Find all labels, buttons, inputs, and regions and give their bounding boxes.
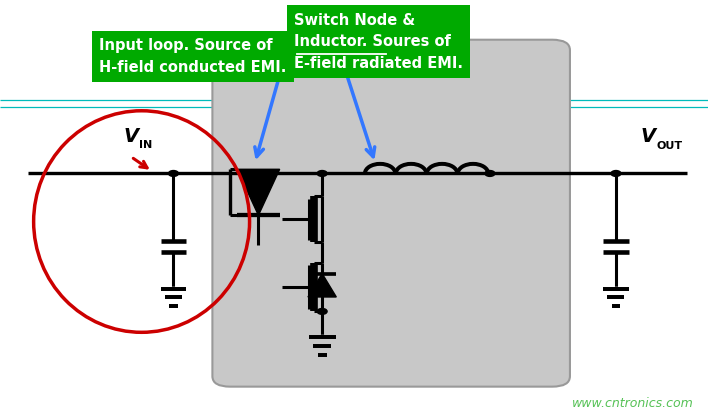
Circle shape	[253, 171, 263, 176]
Text: OUT: OUT	[656, 141, 683, 151]
Text: IN: IN	[139, 140, 152, 150]
Polygon shape	[237, 169, 280, 215]
Text: www.cntronics.com: www.cntronics.com	[572, 397, 694, 410]
FancyBboxPatch shape	[212, 40, 570, 387]
Polygon shape	[308, 273, 336, 297]
Circle shape	[169, 171, 178, 176]
Text: V: V	[124, 127, 139, 146]
Text: Input loop. Source of
H-field conducted EMI.: Input loop. Source of H-field conducted …	[99, 38, 287, 75]
Circle shape	[485, 171, 495, 176]
Text: V: V	[641, 127, 656, 146]
Circle shape	[611, 171, 621, 176]
Circle shape	[317, 171, 327, 176]
Circle shape	[317, 308, 327, 314]
Text: Switch Node &
Inductor. Soures of
E-field radiated EMI.: Switch Node & Inductor. Soures of E-fiel…	[294, 13, 463, 71]
